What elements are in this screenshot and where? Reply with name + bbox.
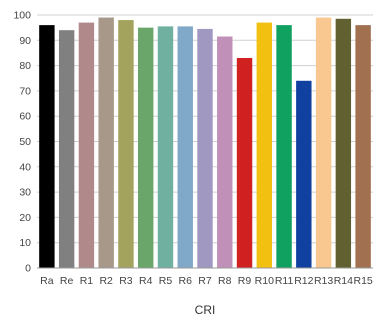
x-tick-label: R4: [139, 275, 153, 287]
bar-r15: [355, 25, 371, 269]
bar-r3: [118, 20, 134, 269]
x-tick-label: R10: [255, 275, 274, 287]
x-tick-label: Ra: [40, 275, 54, 287]
bar-r1: [78, 22, 95, 269]
y-tick-label: 50: [19, 136, 31, 148]
x-axis-label: CRI: [195, 303, 216, 317]
y-tick-label: 90: [19, 35, 31, 47]
bar-r13: [315, 17, 332, 269]
bar-r10: [256, 22, 273, 269]
y-tick-label: 20: [19, 212, 31, 224]
y-axis-tick-labels: 0 10 20 30 40 50 60 70 80 90 100: [13, 10, 31, 275]
y-tick-label: 0: [25, 263, 31, 275]
bar-r12: [296, 80, 312, 268]
x-tick-label: R14: [334, 275, 353, 287]
x-tick-label: R6: [179, 275, 193, 287]
bar-ra: [39, 25, 55, 269]
x-tick-label: R8: [218, 275, 232, 287]
x-tick-label: R12: [294, 275, 313, 287]
y-tick-label: 60: [19, 111, 31, 123]
x-tick-label: R5: [159, 275, 173, 287]
x-tick-label: R3: [119, 275, 133, 287]
y-tick-label: 70: [19, 85, 31, 97]
x-tick-label: R15: [353, 275, 372, 287]
y-tick-label: 100: [13, 10, 31, 22]
bar-r6: [177, 26, 193, 269]
bar-r4: [137, 27, 154, 269]
bar-r11: [276, 25, 292, 269]
bar-r8: [217, 36, 233, 268]
bar-r9: [236, 58, 253, 269]
x-tick-label: R2: [99, 275, 113, 287]
x-tick-label: R1: [80, 275, 94, 287]
x-tick-label: R9: [238, 275, 252, 287]
bar-r7: [197, 28, 213, 268]
x-tick-label: R7: [198, 275, 212, 287]
y-tick-label: 10: [19, 237, 31, 249]
x-tick-label: R13: [314, 275, 333, 287]
bar-r5: [157, 26, 174, 269]
x-tick-label: R11: [275, 275, 294, 287]
y-tick-label: 40: [19, 161, 31, 173]
bar-r14: [335, 18, 352, 269]
y-tick-label: 30: [19, 187, 31, 199]
x-axis-tick-labels: Ra Re R1 R2 R3 R4 R5 R6 R7 R8 R9 R10 R11 R12 R13 R14 R15: [40, 275, 373, 287]
x-tick-label: Re: [60, 275, 74, 287]
bar-re: [58, 30, 75, 269]
y-tick-label: 80: [19, 60, 31, 72]
bars: [39, 17, 371, 269]
bar-r2: [98, 17, 114, 269]
